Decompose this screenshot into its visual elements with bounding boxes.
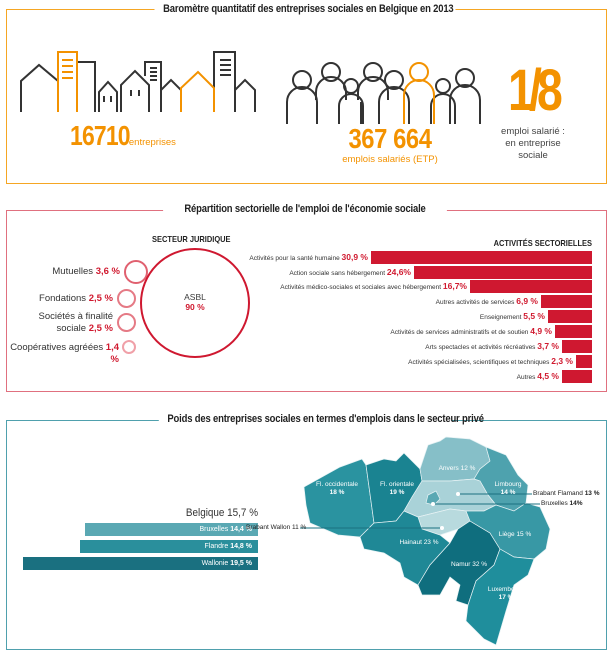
city-buildings-icon	[20, 51, 256, 112]
legend-mutuelles: Mutuelles 3,6 %	[52, 266, 120, 277]
legend-cooperatives: Coopératives agréées 1,4 %	[10, 342, 119, 365]
barometer-title: Baromètre quantitatif des entreprises so…	[154, 3, 456, 15]
bar-bruxelles: Bruxelles 14,4 %	[85, 523, 258, 536]
activity-bar-row: Autres activités de services 6,9 %	[200, 295, 592, 308]
callout-brabant-flamand: Brabant Flamand 13 %	[533, 490, 600, 497]
activity-bar-row: Activités de services administratifs et …	[200, 325, 592, 338]
legal-sector-title: SECTEUR JURIDIQUE	[152, 234, 231, 244]
asbl-value: 90 %	[185, 302, 205, 312]
jobs-value: 367 664	[348, 123, 432, 154]
activities-title: ACTIVITÉS SECTORIELLES	[493, 238, 592, 248]
label-liege: Liège 15 %	[498, 531, 532, 538]
activity-bar-row: Activités médico-sociales et sociales av…	[200, 280, 592, 293]
cooperatives-circle	[122, 340, 136, 354]
region-liege	[465, 502, 551, 560]
ratio-value: 1/8	[507, 58, 563, 123]
legend-societes: Sociétés à finalité sociale 2,5 %	[38, 311, 113, 334]
region-fl-occidentale	[303, 458, 375, 538]
label-limbourg: Limbourg 14 %	[494, 481, 522, 496]
bar-flandre: Flandre 14,8 %	[80, 540, 258, 553]
activity-bar	[414, 266, 592, 279]
callout-brabant-wallon: Brabant Wallon 11 %	[246, 524, 307, 531]
asbl-circle	[140, 248, 250, 358]
ratio-label-1: emploi salarié :	[501, 126, 565, 137]
ratio-stat: 1/8 emploi salarié : en entreprise socia…	[488, 60, 578, 162]
activity-bar	[555, 325, 592, 338]
region-luxembourg	[465, 548, 535, 646]
activity-bar-row: Autres 4,5 %	[200, 370, 592, 383]
activity-bar	[371, 251, 592, 264]
activity-bar	[548, 310, 592, 323]
asbl-label: ASBL	[184, 292, 206, 302]
activity-bar	[562, 340, 592, 353]
enterprises-value: 16710	[70, 120, 131, 151]
label-hainaut: Hainaut 23 %	[399, 539, 439, 546]
label-namur: Namur 32 %	[450, 561, 488, 568]
belgium-total: Belgique 15,7 %	[185, 507, 258, 519]
societes-circle	[117, 313, 136, 332]
callout-bruxelles: Bruxelles 14%	[541, 500, 583, 507]
region-bruxelles	[425, 490, 441, 506]
activity-bar	[541, 295, 592, 308]
enterprises-label: entreprises	[128, 137, 176, 148]
activity-bar	[562, 370, 592, 383]
mutuelles-circle	[124, 260, 148, 284]
label-fl-occidentale: Fl. occidentale 18 %	[316, 481, 358, 496]
activity-bar	[470, 280, 592, 293]
people-group-icon	[286, 62, 481, 124]
weight-title: Poids des entreprises sociales en termes…	[158, 413, 484, 425]
activity-bar-row: Enseignement 5,5 %	[200, 310, 592, 323]
activity-bar-row: Arts spectacles et activités récréatives…	[200, 340, 592, 353]
sectoral-title: Répartition sectorielle de l'emploi de l…	[163, 203, 447, 215]
enterprises-stat: 16710entreprises	[70, 120, 176, 152]
jobs-stat: 367 664 emplois salariés (ETP)	[330, 123, 450, 166]
bar-wallonie: Wallonie 19,5 %	[23, 557, 258, 570]
fondations-circle	[117, 289, 136, 308]
ratio-label-3: sociale	[518, 150, 548, 161]
activity-bar-row: Activités spécialisées, scientifiques et…	[200, 355, 592, 368]
activity-bar	[576, 355, 592, 368]
label-luxembourg: Luxembourg 17 %	[487, 586, 525, 601]
activity-bar-row: Action sociale sans hébergement 24,6%	[200, 266, 592, 279]
belgium-map	[300, 436, 551, 646]
label-fl-orientale: Fl. orientale 19 %	[380, 481, 414, 496]
ratio-label-2: en entreprise	[505, 138, 561, 149]
legend-fondations: Fondations 2,5 %	[39, 293, 113, 304]
label-anvers: Anvers 12 %	[438, 465, 476, 472]
activity-bar-row: Activités pour la santé humaine 30,9 %	[200, 251, 592, 264]
asbl-label-block: ASBL 90 %	[140, 292, 250, 312]
jobs-label: emplois salariés (ETP)	[342, 154, 438, 165]
